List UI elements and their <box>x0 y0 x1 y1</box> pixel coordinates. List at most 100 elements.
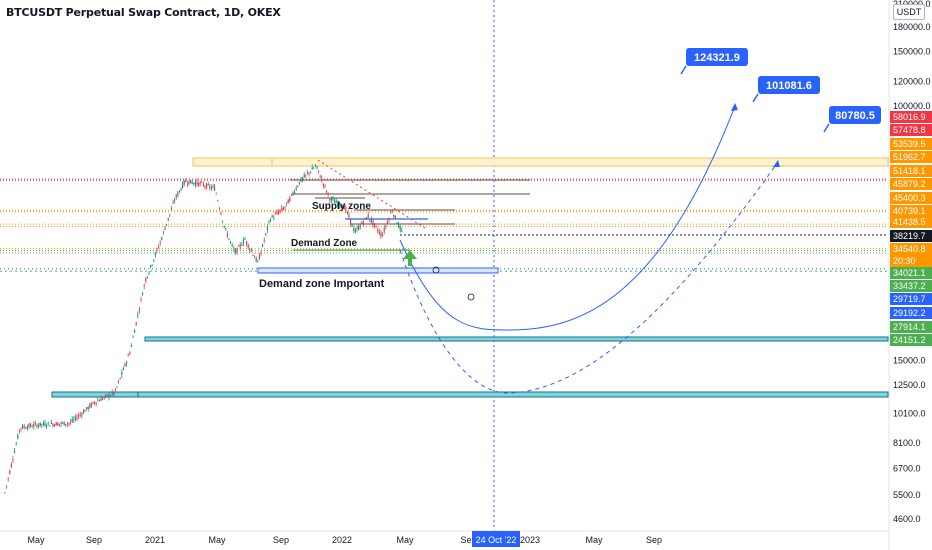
price-level-badge <box>890 334 932 346</box>
candle-body <box>383 228 385 232</box>
candle-body <box>170 208 172 210</box>
candle-body <box>166 224 168 225</box>
price-level-badge <box>890 138 932 150</box>
candle-body <box>169 214 171 215</box>
candle-body <box>65 424 67 426</box>
candle-body <box>279 210 281 211</box>
candle-body <box>7 478 9 480</box>
candle-body <box>44 422 46 427</box>
candle-body <box>329 199 331 201</box>
candle-body <box>54 424 56 426</box>
candle-body <box>318 170 320 172</box>
candle-body <box>321 178 323 180</box>
candle-body <box>225 228 227 230</box>
projection-arrowhead-dashed <box>773 160 780 167</box>
demand-zone-important-label: Demand zone Important <box>259 278 385 290</box>
candle-body <box>236 247 238 253</box>
candle-body <box>290 194 292 196</box>
candle-body <box>175 195 177 198</box>
candle-body <box>198 182 200 186</box>
long-entry-arrow-icon <box>403 250 417 266</box>
candle-body <box>297 186 299 188</box>
candle-body <box>167 217 169 220</box>
price-level-value: 57478.8 <box>893 125 926 135</box>
price-level-value: 51962.7 <box>893 152 926 162</box>
candle-body <box>122 368 124 371</box>
candle-body <box>193 182 195 184</box>
candle-body <box>6 485 8 487</box>
candle-body <box>63 421 65 426</box>
price-level-value: 24151.2 <box>893 335 926 345</box>
candle-body <box>178 190 180 192</box>
candle-body <box>244 239 246 240</box>
candle-body <box>127 355 129 357</box>
price-level-value: 34021.1 <box>893 268 926 278</box>
candle-body <box>241 244 243 246</box>
candle-body <box>132 337 134 338</box>
price-level-value: 40739.1 <box>893 206 926 216</box>
candle-body <box>34 423 36 425</box>
candle-body <box>154 253 156 256</box>
candle-body <box>350 219 352 224</box>
candle-body <box>254 257 256 259</box>
candle-body <box>118 381 120 383</box>
candle-body <box>41 424 43 425</box>
price-level-badge <box>890 267 932 279</box>
x-tick-label: Se <box>460 535 471 545</box>
candle-body <box>42 422 44 425</box>
price-level-badge <box>890 192 932 204</box>
candle-body <box>361 222 363 224</box>
candle-body <box>135 322 137 325</box>
price-level-value: 33437.2 <box>893 281 926 291</box>
candle-body <box>23 426 25 428</box>
price-level-badge <box>890 151 932 163</box>
candle-body <box>172 202 174 204</box>
candle-body <box>274 213 276 215</box>
candle-body <box>14 451 16 453</box>
candle-body <box>305 174 307 176</box>
price-level-value: 29719.7 <box>893 294 926 304</box>
projection-path-dashed <box>399 161 779 394</box>
candle-body <box>378 231 380 234</box>
candle-body <box>38 425 40 427</box>
price-level-value: 45400.3 <box>893 193 926 203</box>
y-tick-label: 15000.0 <box>893 355 926 365</box>
candle-body <box>182 183 184 188</box>
candle-body <box>380 233 382 237</box>
candle-body <box>191 182 193 184</box>
price-level-badge <box>890 230 932 242</box>
candle-body <box>300 178 302 182</box>
candle-body <box>316 166 318 168</box>
candle-body <box>292 192 294 195</box>
candle-body <box>183 180 185 185</box>
candle-body <box>338 202 340 206</box>
candle-body <box>276 211 278 214</box>
candle-body <box>212 186 214 188</box>
candle-body <box>234 250 236 253</box>
candle-body <box>287 199 289 204</box>
candle-body <box>367 214 369 218</box>
annotation-circle <box>467 293 475 301</box>
callout-label: 124321.9 <box>694 52 740 64</box>
candle-body <box>289 197 291 202</box>
candle-body <box>162 231 164 233</box>
x-tick-label: Sep <box>273 535 289 545</box>
candle-body <box>106 394 108 397</box>
candle-body <box>230 241 232 243</box>
candle-body <box>97 400 99 402</box>
candle-body <box>358 226 360 230</box>
candle-body <box>121 372 123 375</box>
candle-body <box>156 248 158 250</box>
candle-body <box>4 492 6 494</box>
x-tick-label: May <box>208 535 226 545</box>
candle-body <box>194 182 196 186</box>
candle-body <box>108 394 110 398</box>
currency-badge[interactable]: USDT <box>893 4 925 20</box>
support-band-low <box>51 391 889 398</box>
price-level-badge <box>890 293 932 305</box>
y-tick-label: 6700.0 <box>893 464 921 474</box>
candle-body <box>330 198 332 200</box>
candle-body <box>28 424 30 428</box>
